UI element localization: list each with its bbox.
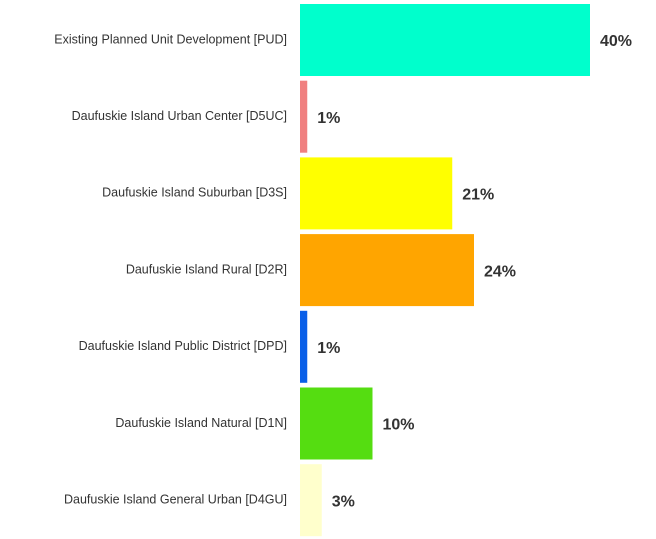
bar: [300, 234, 474, 307]
value-label: 40%: [600, 33, 632, 50]
category-label: Daufuskie Island Rural [D2R]: [126, 262, 287, 276]
bar: [300, 464, 322, 537]
category-label: Daufuskie Island Public District [DPD]: [79, 339, 287, 353]
value-label: 21%: [462, 187, 494, 204]
bar: [300, 387, 373, 460]
value-label: 24%: [484, 263, 516, 280]
value-label: 3%: [332, 493, 355, 510]
category-label: Existing Planned Unit Development [PUD]: [54, 32, 287, 46]
category-label: Daufuskie Island Suburban [D3S]: [102, 186, 287, 200]
category-label: Daufuskie Island General Urban [D4GU]: [64, 492, 287, 506]
category-label: Daufuskie Island Urban Center [D5UC]: [72, 109, 287, 123]
value-label: 10%: [383, 417, 415, 434]
bar: [300, 80, 308, 153]
value-label: 1%: [317, 340, 340, 357]
bar: [300, 310, 308, 383]
bar: [300, 4, 590, 76]
category-label: Daufuskie Island Natural [D1N]: [115, 416, 287, 430]
value-label: 1%: [317, 110, 340, 127]
bar: [300, 157, 453, 230]
